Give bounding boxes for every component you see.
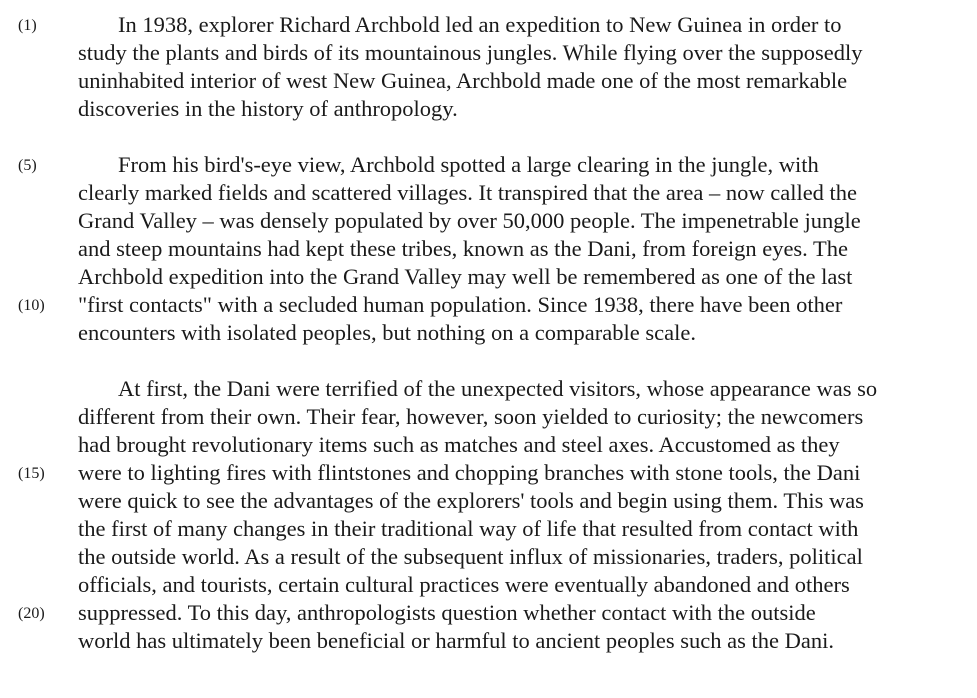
- passage-line: Grand Valley – was densely populated by …: [78, 208, 861, 233]
- passage-line: suppressed. To this day, anthropologists…: [78, 600, 816, 625]
- passage-line: From his bird's-eye view, Archbold spott…: [118, 152, 819, 177]
- passage-line: different from their own. Their fear, ho…: [78, 404, 864, 429]
- passage-line: world has ultimately been beneficial or …: [78, 628, 835, 653]
- line-number-10: (10): [18, 297, 45, 314]
- line-number-20: (20): [18, 605, 45, 622]
- passage-line: discoveries in the history of anthropolo…: [78, 96, 458, 121]
- passage-line: Archbold expedition into the Grand Valle…: [78, 264, 853, 289]
- passage-line: study the plants and birds of its mounta…: [78, 40, 863, 65]
- passage-line: the outside world. As a result of the su…: [78, 544, 863, 569]
- passage-line: encounters with isolated peoples, but no…: [78, 320, 696, 345]
- passage-line: and steep mountains had kept these tribe…: [78, 236, 849, 261]
- passage-line: clearly marked fields and scattered vill…: [78, 180, 858, 205]
- line-number-5: (5): [18, 157, 37, 174]
- passage-line: had brought revolutionary items such as …: [78, 432, 840, 457]
- line-number-1: (1): [18, 17, 37, 34]
- passage-line: the first of many changes in their tradi…: [78, 516, 859, 541]
- passage-line: "first contacts" with a secluded human p…: [78, 292, 843, 317]
- passage-line: officials, and tourists, certain cultura…: [78, 572, 850, 597]
- line-number-15: (15): [18, 465, 45, 482]
- passage-line: were to lighting fires with flintstones …: [78, 460, 861, 485]
- passage-line: uninhabited interior of west New Guinea,…: [78, 68, 848, 93]
- passage-line: In 1938, explorer Richard Archbold led a…: [118, 12, 842, 37]
- passage-line: were quick to see the advantages of the …: [78, 488, 864, 513]
- passage-line: At first, the Dani were terrified of the…: [118, 376, 878, 401]
